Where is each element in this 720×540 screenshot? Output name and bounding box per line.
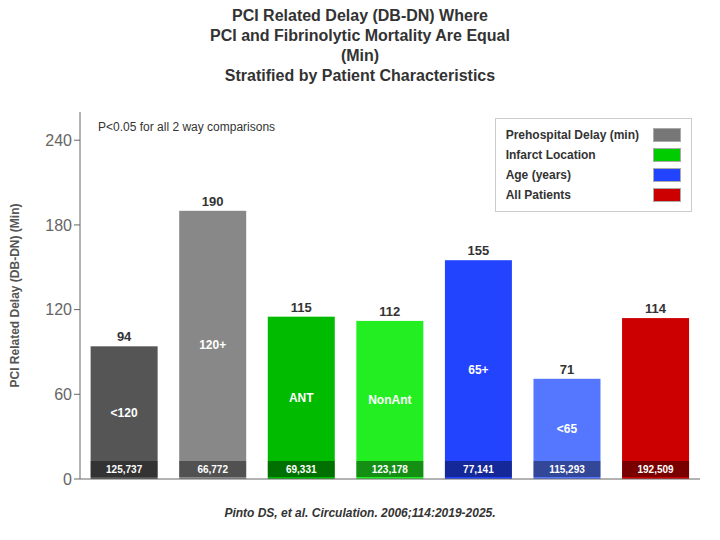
html-text:All Patients: All Patients — [505, 188, 571, 202]
html-text:Prehospital Delay (min): Prehospital Delay (min) — [505, 128, 639, 142]
svg-text:180: 180 — [45, 217, 72, 234]
svg-text:112: 112 — [379, 304, 400, 319]
svg-text:115,293: 115,293 — [549, 464, 585, 475]
svg-text:120: 120 — [45, 301, 72, 318]
html-text:Pinto DS, et al. Circulation.: Pinto DS, et al. Circulation. 2006;114:2… — [224, 506, 496, 520]
svg-text:115: 115 — [291, 300, 312, 315]
svg-text:123,178: 123,178 — [372, 464, 409, 475]
svg-text:155: 155 — [468, 243, 490, 258]
svg-text:125,737: 125,737 — [106, 464, 143, 475]
html-text:Infarct Location: Infarct Location — [505, 148, 596, 162]
svg-text:NonAnt: NonAnt — [368, 393, 411, 407]
svg-text:<65: <65 — [557, 422, 578, 436]
svg-text:65+: 65+ — [468, 363, 488, 377]
svg-text:94: 94 — [117, 329, 132, 344]
html-text:PCI Related Delay (DB-DN) Wher: PCI Related Delay (DB-DN) Where — [232, 7, 488, 24]
html-text:Age (years): Age (years) — [505, 168, 571, 182]
html-text:P<0.05 for all 2 way compariso: P<0.05 for all 2 way comparisons — [98, 120, 276, 134]
svg-text:71: 71 — [560, 362, 574, 377]
svg-text:114: 114 — [645, 301, 667, 316]
html-text:Stratified by Patient Characte: Stratified by Patient Characteristics — [224, 67, 496, 84]
svg-text:192,509: 192,509 — [637, 464, 674, 475]
svg-text:ANT: ANT — [289, 391, 314, 405]
svg-text:<120: <120 — [111, 406, 138, 420]
svg-text:66,772: 66,772 — [197, 464, 228, 475]
html-text:(Min): (Min) — [340, 47, 380, 64]
svg-text:77,141: 77,141 — [463, 464, 494, 475]
html-text:PCI and Fibrinolytic Mortality: PCI and Fibrinolytic Mortality Are Equal — [210, 27, 510, 44]
svg-text:120+: 120+ — [199, 338, 226, 352]
svg-text:PCI Related Delay (DB-DN) (Min: PCI Related Delay (DB-DN) (Min) — [8, 203, 22, 387]
svg-text:60: 60 — [54, 386, 72, 403]
svg-text:0: 0 — [63, 471, 72, 488]
svg-text:190: 190 — [202, 194, 224, 209]
svg-text:240: 240 — [45, 132, 72, 149]
svg-text:69,331: 69,331 — [286, 464, 317, 475]
